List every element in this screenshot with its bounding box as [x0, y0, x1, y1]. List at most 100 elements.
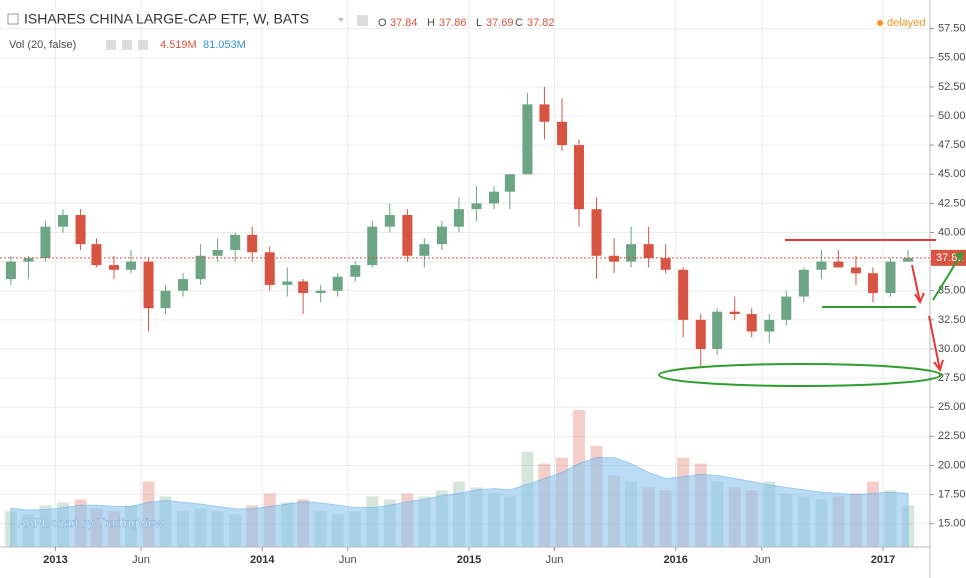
y-tick-label: 42.50 — [938, 197, 966, 209]
down-arrows — [911, 264, 944, 373]
status-dot — [877, 20, 883, 26]
chart-title: ISHARES CHINA LARGE-CAP ETF, W, BATS — [24, 11, 309, 27]
volume-layer — [4, 410, 915, 548]
ohlc-value: 37.82 — [527, 17, 555, 29]
candle-body — [643, 244, 654, 259]
candle-body — [230, 234, 241, 250]
candle-body — [453, 209, 464, 227]
x-tick-label: Jun — [132, 554, 150, 566]
candle-body — [91, 244, 102, 266]
candle-body — [729, 311, 740, 315]
watermark: AAPL chart by TradingView — [18, 516, 164, 530]
candle-body — [556, 121, 567, 146]
y-tick-label: 25.00 — [938, 401, 966, 413]
up-arrow — [932, 251, 964, 301]
candle-body — [522, 104, 533, 175]
volume-last: 4.519M — [160, 39, 197, 51]
candle-body — [850, 267, 861, 274]
candle-body — [591, 209, 602, 256]
ohlc-value: 37.86 — [439, 17, 467, 29]
y-tick-label: 47.50 — [938, 139, 966, 151]
candle-body — [816, 261, 827, 270]
candle-body — [539, 104, 550, 122]
ohlc-value: 37.84 — [390, 17, 418, 29]
ohlc-label: H — [427, 17, 435, 29]
candle-body — [247, 234, 258, 253]
candle-body — [195, 255, 206, 280]
x-tick-label: Jun — [546, 554, 564, 566]
candle-body — [798, 269, 809, 297]
volume-icon[interactable] — [138, 40, 148, 50]
y-tick-label: 35.00 — [938, 285, 966, 297]
x-tick-label: 2016 — [663, 554, 687, 566]
target-ellipse — [658, 363, 942, 387]
candle-body — [108, 265, 119, 270]
ohlc-value: 37.69 — [486, 17, 514, 29]
candle-body — [609, 255, 620, 262]
candle-body — [58, 215, 69, 227]
x-tick-label: 2014 — [250, 554, 275, 566]
settings-icon[interactable] — [357, 15, 368, 26]
volume-ma-last: 81.053M — [203, 39, 246, 51]
candle-body — [402, 215, 413, 256]
candle-body — [264, 252, 275, 285]
candle-body — [695, 319, 706, 349]
y-tick-label: 57.50 — [938, 23, 966, 35]
candle-body — [23, 258, 34, 262]
y-tick-label: 52.50 — [938, 81, 966, 93]
candle-body — [781, 296, 792, 320]
y-tick-label: 50.00 — [938, 110, 966, 122]
candle-body — [178, 279, 189, 291]
candle-body — [315, 290, 326, 294]
candle-layer — [0, 86, 930, 367]
y-tick-label: 55.00 — [938, 52, 966, 64]
x-tick-label: Jun — [339, 554, 357, 566]
candle-body — [125, 261, 136, 270]
y-tick-label: 32.50 — [938, 314, 966, 326]
y-tick-label: 40.00 — [938, 226, 966, 238]
y-tick-label: 45.00 — [938, 168, 966, 180]
axis-layer: 15.00 17.50 20.00 22.50 25.00 27.50 30.00 32.50… — [43, 23, 966, 566]
y-tick-label: 30.00 — [938, 343, 966, 355]
candle-body — [5, 261, 16, 280]
y-tick-label: 22.50 — [938, 430, 966, 442]
candle-body — [332, 276, 343, 291]
candle-body — [867, 273, 878, 294]
x-tick-label: 2017 — [871, 554, 895, 566]
candle-body — [626, 244, 637, 262]
ohlc-label: O — [378, 17, 387, 29]
candle-body — [764, 319, 775, 332]
candle-body — [160, 290, 171, 309]
candle-body — [143, 261, 154, 309]
x-tick-label: Jun — [753, 554, 771, 566]
candle-body — [573, 145, 584, 210]
candle-body — [384, 215, 395, 227]
candle-body — [350, 265, 361, 277]
candle-body — [419, 244, 430, 256]
y-tick-label: 17.50 — [938, 488, 966, 500]
candle-body — [298, 281, 309, 294]
candle-body — [489, 191, 500, 204]
candle-body — [282, 281, 293, 285]
candle-body — [833, 261, 844, 268]
volume-icon[interactable] — [122, 40, 132, 50]
candle-body — [471, 203, 482, 210]
candle-body — [436, 226, 447, 245]
volume-ma-area — [10, 457, 909, 548]
candle-body — [367, 226, 378, 266]
y-tick-label: 27.50 — [938, 372, 966, 384]
candle-body — [75, 215, 86, 245]
candle-body — [903, 257, 914, 262]
candle-body — [660, 258, 671, 270]
candle-body — [40, 226, 51, 259]
dropdown-icon[interactable] — [338, 18, 344, 22]
y-tick-label: 15.00 — [938, 518, 966, 530]
candle-body — [885, 261, 896, 294]
volume-icon[interactable] — [106, 40, 116, 50]
status: delayed — [887, 17, 926, 29]
candle-body — [746, 314, 757, 332]
x-tick-label: 2013 — [43, 554, 67, 566]
collapse-icon[interactable] — [7, 13, 19, 25]
candle-body — [504, 174, 515, 192]
